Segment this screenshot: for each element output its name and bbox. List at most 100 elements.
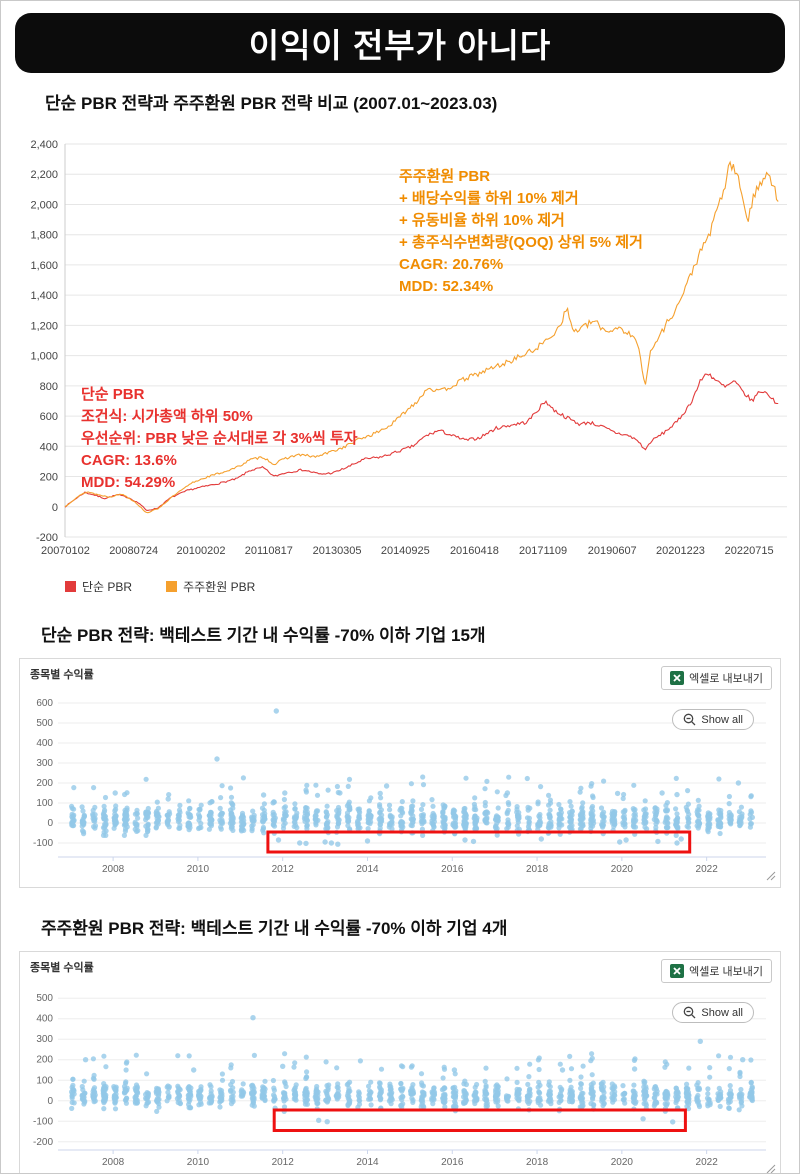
annotation-line: 주주환원 PBR xyxy=(399,168,491,185)
svg-text:-200: -200 xyxy=(33,1137,53,1148)
export-label: 엑셀로 내보내기 xyxy=(689,966,763,978)
main-chart-svg: -200 0 200 400 600 800 1,000 1,200 1,400 1,600 1,8… xyxy=(30,139,787,557)
svg-text:20100202: 20100202 xyxy=(177,545,226,557)
legend-swatch xyxy=(65,581,76,592)
banner-title: 이익이 전부가 아니다 xyxy=(248,27,552,64)
svg-text:2014: 2014 xyxy=(356,1157,379,1168)
chart-area: 600 500 400 300 200 100 0 -100 2008 2010 2012 2014 2… xyxy=(20,685,780,883)
svg-text:2012: 2012 xyxy=(272,1157,295,1168)
scatter-panel-shareholder: 종목별 수익률 엑셀로 내보내기 500 400 300 200 100 0 -100 -20… xyxy=(19,951,781,1174)
svg-text:20110817: 20110817 xyxy=(245,545,293,557)
chart-area: 500 400 300 200 100 0 -100 -200 2008 2010 2012 2014… xyxy=(20,978,780,1174)
legend-item[interactable]: 단순 PBR xyxy=(65,578,132,595)
svg-text:20190607: 20190607 xyxy=(588,545,637,557)
svg-text:2010: 2010 xyxy=(187,864,210,875)
svg-text:20160418: 20160418 xyxy=(450,545,499,557)
svg-text:500: 500 xyxy=(36,718,53,729)
annotation-line: 조건식: 시가총액 하위 50% xyxy=(81,408,253,425)
svg-text:800: 800 xyxy=(40,381,58,393)
svg-text:200: 200 xyxy=(40,472,58,484)
svg-text:20201223: 20201223 xyxy=(656,545,705,557)
svg-text:2022: 2022 xyxy=(696,864,719,875)
panel-header: 종목별 수익률 엑셀로 내보내기 xyxy=(20,659,780,690)
svg-text:100: 100 xyxy=(36,798,53,809)
panel-header: 종목별 수익률 엑셀로 내보내기 xyxy=(20,952,780,983)
svg-text:2012: 2012 xyxy=(272,864,295,875)
show-all-button[interactable]: Show all xyxy=(672,1002,754,1023)
resize-handle[interactable] xyxy=(766,871,776,881)
annotation-line: CAGR: 13.6% xyxy=(81,452,177,469)
svg-text:1,400: 1,400 xyxy=(30,290,58,302)
svg-text:400: 400 xyxy=(36,738,53,749)
comparison-title: 단순 PBR 전략과 주주환원 PBR 전략 비교 (2007.01~2023.… xyxy=(45,94,498,113)
excel-icon xyxy=(670,671,685,685)
svg-text:1,800: 1,800 xyxy=(30,230,58,242)
svg-text:2010: 2010 xyxy=(187,1157,210,1168)
annotation-line: + 유동비율 하위 10% 제거 xyxy=(399,212,565,229)
y-axis-title: 종목별 수익률 xyxy=(30,669,94,681)
scatter-chart-simple[interactable]: 600 500 400 300 200 100 0 -100 2008 2010 2012 2014 2… xyxy=(22,685,780,883)
scatter-panel-simple: 종목별 수익률 엑셀로 내보내기 600 500 400 300 200 100 0 -100… xyxy=(19,658,781,888)
export-label: 엑셀로 내보내기 xyxy=(689,673,763,685)
svg-text:100: 100 xyxy=(36,1075,53,1086)
main-chart: -200 0 200 400 600 800 1,000 1,200 1,400 1,600 1,8… xyxy=(1,124,799,595)
legend-label: 단순 PBR xyxy=(82,580,133,594)
svg-text:400: 400 xyxy=(40,441,58,453)
svg-text:2016: 2016 xyxy=(441,1157,464,1168)
svg-text:2008: 2008 xyxy=(102,1157,125,1168)
banner: 이익이 전부가 아니다 xyxy=(15,13,785,73)
svg-text:600: 600 xyxy=(40,411,58,423)
svg-text:2020: 2020 xyxy=(611,1157,634,1168)
legend-swatch xyxy=(166,581,178,592)
svg-text:20171109: 20171109 xyxy=(519,545,567,557)
svg-text:2,000: 2,000 xyxy=(30,199,58,211)
resize-grip-icon xyxy=(766,1164,776,1173)
legend-item[interactable]: 주주환원 PBR xyxy=(166,578,255,595)
svg-text:200: 200 xyxy=(36,1055,53,1066)
zoom-out-icon xyxy=(684,1006,696,1019)
svg-text:1,200: 1,200 xyxy=(30,320,58,332)
export-excel-button[interactable]: 엑셀로 내보내기 xyxy=(661,666,772,690)
annotation-line: + 총주식수변화량(QOQ) 상위 5% 제거 xyxy=(399,234,643,251)
svg-text:0: 0 xyxy=(47,818,53,829)
y-axis-title: 종목별 수익률 xyxy=(30,962,94,974)
svg-text:20140925: 20140925 xyxy=(381,545,430,557)
svg-text:2018: 2018 xyxy=(526,864,549,875)
svg-text:20070102: 20070102 xyxy=(41,545,90,557)
svg-text:500: 500 xyxy=(36,993,53,1004)
svg-text:0: 0 xyxy=(47,1096,53,1107)
resize-handle[interactable] xyxy=(766,1164,776,1173)
svg-text:300: 300 xyxy=(36,758,53,769)
svg-text:600: 600 xyxy=(36,698,53,709)
legend-label: 주주환원 PBR xyxy=(183,580,256,594)
svg-text:20080724: 20080724 xyxy=(109,545,158,557)
export-excel-button[interactable]: 엑셀로 내보내기 xyxy=(661,959,772,983)
show-all-label: Show all xyxy=(701,1006,743,1019)
svg-text:2008: 2008 xyxy=(102,864,125,875)
annotation-line: + 배당수익률 하위 10% 제거 xyxy=(399,190,579,207)
svg-text:2016: 2016 xyxy=(441,864,464,875)
svg-text:-100: -100 xyxy=(33,1116,53,1127)
annotation-line: CAGR: 20.76% xyxy=(399,256,504,273)
annotation-shareholder-pbr: 주주환원 PBR + 배당수익률 하위 10% 제거 + 유동비율 하위 10% 제… xyxy=(399,166,643,298)
section-title-simple-pbr: 단순 PBR 전략: 백테스트 기간 내 수익률 -70% 이하 기업 15개 xyxy=(41,626,486,645)
svg-text:20220715: 20220715 xyxy=(725,545,774,557)
scatter-chart-shareholder[interactable]: 500 400 300 200 100 0 -100 -200 2008 2010 2012 2014… xyxy=(22,978,780,1174)
svg-text:1,000: 1,000 xyxy=(30,351,58,363)
show-all-button[interactable]: Show all xyxy=(672,709,754,730)
svg-text:2014: 2014 xyxy=(356,864,379,875)
annotation-line: 단순 PBR xyxy=(81,386,145,403)
svg-text:2020: 2020 xyxy=(611,864,634,875)
show-all-label: Show all xyxy=(701,713,743,726)
svg-text:2,200: 2,200 xyxy=(30,169,58,181)
zoom-out-icon xyxy=(684,713,696,726)
svg-text:0: 0 xyxy=(52,502,58,514)
annotation-simple-pbr: 단순 PBR 조건식: 시가총액 하위 50% 우선순위: PBR 낮은 순서대로 … xyxy=(81,384,358,494)
resize-grip-icon xyxy=(766,871,776,881)
annotation-line: MDD: 54.29% xyxy=(81,474,176,491)
svg-text:2018: 2018 xyxy=(526,1157,549,1168)
annotation-line: MDD: 52.34% xyxy=(399,278,494,295)
svg-text:300: 300 xyxy=(36,1034,53,1045)
svg-text:400: 400 xyxy=(36,1014,53,1025)
